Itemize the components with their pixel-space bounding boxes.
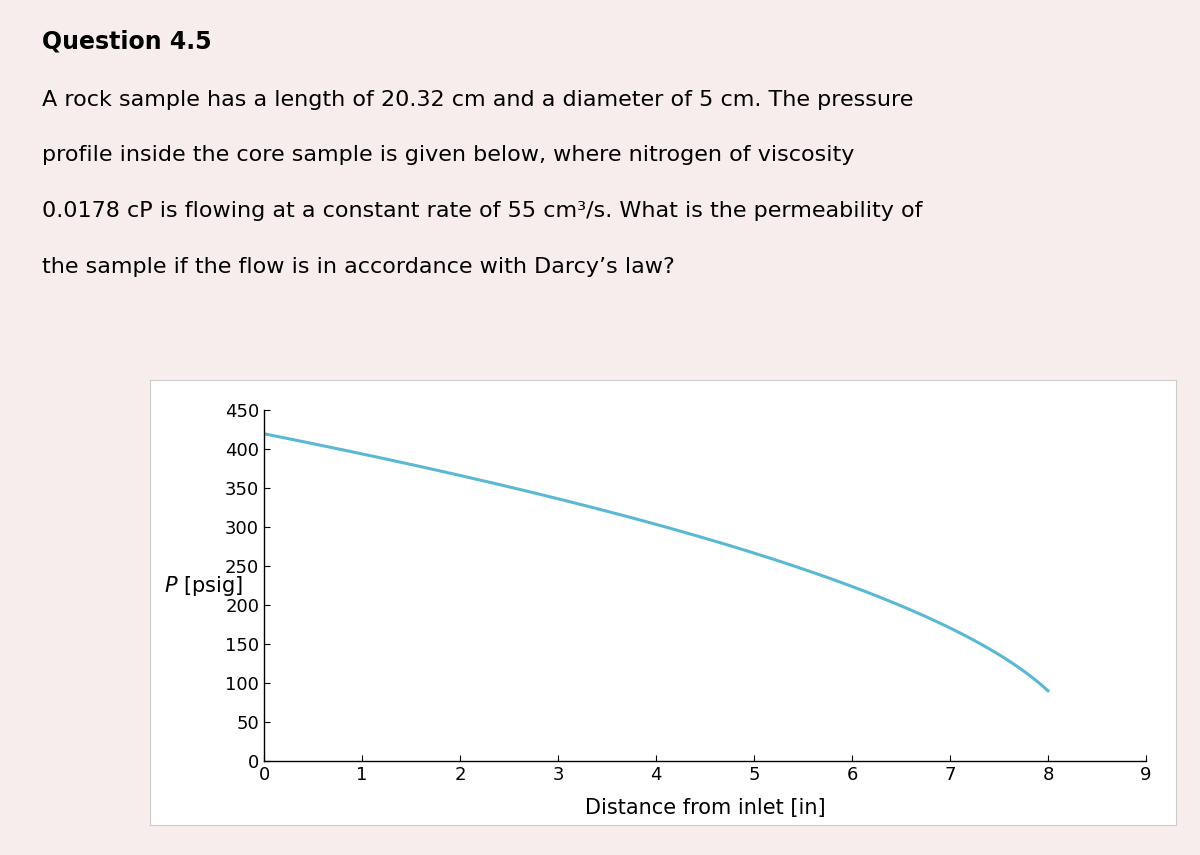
Text: $\mathit{P}$ [psig]: $\mathit{P}$ [psig] xyxy=(164,574,244,598)
Text: profile inside the core sample is given below, where nitrogen of viscosity: profile inside the core sample is given … xyxy=(42,145,854,165)
X-axis label: Distance from inlet [in]: Distance from inlet [in] xyxy=(584,798,826,817)
Text: 0.0178 cP is flowing at a constant rate of 55 cm³/s. What is the permeability of: 0.0178 cP is flowing at a constant rate … xyxy=(42,201,923,221)
Text: A rock sample has a length of 20.32 cm and a diameter of 5 cm. The pressure: A rock sample has a length of 20.32 cm a… xyxy=(42,90,913,109)
Text: the sample if the flow is in accordance with Darcy’s law?: the sample if the flow is in accordance … xyxy=(42,256,674,276)
Text: Question 4.5: Question 4.5 xyxy=(42,30,211,54)
